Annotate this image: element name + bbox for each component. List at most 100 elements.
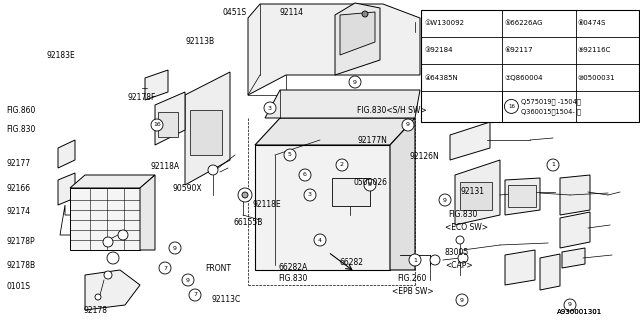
Text: 92166: 92166 — [6, 184, 31, 193]
Text: FRONT: FRONT — [205, 264, 231, 273]
Text: 92178B: 92178B — [6, 261, 36, 270]
Circle shape — [456, 294, 468, 306]
Text: 3: 3 — [268, 106, 272, 110]
Polygon shape — [560, 175, 590, 215]
Text: <ECO SW>: <ECO SW> — [445, 223, 488, 232]
Text: ⑧0474S: ⑧0474S — [578, 20, 606, 26]
Circle shape — [547, 159, 559, 171]
Text: Q360015（1504- ）: Q360015（1504- ） — [522, 108, 581, 115]
Bar — [332, 178, 370, 206]
Text: FIG.830<S/H SW>: FIG.830<S/H SW> — [357, 106, 427, 115]
Text: 9: 9 — [406, 123, 410, 127]
Text: 92126N: 92126N — [410, 152, 439, 161]
Circle shape — [238, 188, 252, 202]
Text: 1: 1 — [413, 258, 417, 262]
Text: 16: 16 — [508, 104, 515, 109]
Circle shape — [304, 189, 316, 201]
Polygon shape — [505, 178, 540, 215]
Polygon shape — [265, 90, 420, 118]
Text: 66282A: 66282A — [278, 263, 308, 272]
Circle shape — [430, 255, 440, 265]
Circle shape — [103, 237, 113, 247]
Circle shape — [208, 165, 218, 175]
Text: ⑥92117: ⑥92117 — [504, 47, 533, 53]
Polygon shape — [562, 248, 585, 268]
Circle shape — [402, 119, 414, 131]
Polygon shape — [58, 140, 75, 168]
Circle shape — [264, 102, 276, 114]
Text: 92113B: 92113B — [186, 37, 215, 46]
Circle shape — [169, 242, 181, 254]
Text: 7: 7 — [193, 292, 197, 298]
Bar — [508, 185, 536, 207]
Text: ③92184: ③92184 — [424, 47, 452, 53]
Text: 3: 3 — [308, 193, 312, 197]
Circle shape — [314, 234, 326, 246]
Circle shape — [284, 149, 296, 161]
Circle shape — [182, 274, 194, 286]
Circle shape — [159, 262, 171, 274]
Text: Q575019（ -1504）: Q575019（ -1504） — [522, 98, 581, 105]
Text: 0451S: 0451S — [223, 8, 247, 17]
Polygon shape — [505, 250, 535, 285]
Polygon shape — [140, 175, 155, 250]
Circle shape — [299, 169, 311, 181]
Text: A930001301: A930001301 — [557, 309, 602, 315]
Circle shape — [118, 230, 128, 240]
Text: ⑨92116C: ⑨92116C — [578, 47, 611, 53]
Text: 92114: 92114 — [280, 8, 304, 17]
Polygon shape — [255, 118, 415, 145]
Text: 92118E: 92118E — [253, 200, 282, 209]
Text: 9: 9 — [173, 245, 177, 251]
Polygon shape — [70, 188, 140, 250]
Circle shape — [107, 252, 119, 264]
Text: ④64385N: ④64385N — [424, 75, 458, 81]
Polygon shape — [455, 160, 500, 225]
Text: 9: 9 — [443, 197, 447, 203]
Text: 66155B: 66155B — [234, 218, 263, 227]
Circle shape — [439, 194, 451, 206]
Circle shape — [362, 11, 368, 17]
Bar — [190, 110, 222, 155]
Text: <CAP>: <CAP> — [445, 261, 472, 270]
Text: 0500026: 0500026 — [353, 178, 387, 187]
Text: ⑤66226AG: ⑤66226AG — [504, 20, 543, 26]
Text: 92178F: 92178F — [128, 93, 156, 102]
Polygon shape — [155, 92, 185, 145]
Text: 92174: 92174 — [6, 207, 31, 216]
Bar — [158, 112, 178, 137]
Circle shape — [409, 254, 421, 266]
Circle shape — [458, 253, 468, 263]
Text: 6: 6 — [303, 172, 307, 178]
Text: ⑩0500031: ⑩0500031 — [578, 75, 616, 81]
Text: 2: 2 — [340, 163, 344, 167]
Polygon shape — [85, 270, 140, 310]
Polygon shape — [390, 118, 415, 270]
Polygon shape — [248, 4, 420, 95]
Text: A930001301: A930001301 — [557, 309, 602, 315]
Text: 92177N: 92177N — [357, 136, 387, 145]
Circle shape — [364, 179, 376, 191]
Polygon shape — [145, 70, 168, 100]
Text: 1: 1 — [551, 163, 555, 167]
Text: 0101S: 0101S — [6, 282, 31, 291]
Polygon shape — [560, 212, 590, 248]
Circle shape — [189, 289, 201, 301]
Polygon shape — [335, 3, 380, 75]
Text: 66282: 66282 — [339, 258, 364, 267]
Circle shape — [336, 159, 348, 171]
Text: FIG.260: FIG.260 — [397, 274, 426, 283]
Text: 9: 9 — [186, 277, 190, 283]
Circle shape — [564, 299, 576, 311]
Circle shape — [349, 76, 361, 88]
Polygon shape — [450, 122, 490, 160]
Text: 92131: 92131 — [461, 188, 485, 196]
Text: 8: 8 — [368, 182, 372, 188]
Text: 90590X: 90590X — [173, 184, 202, 193]
Circle shape — [104, 271, 112, 279]
Text: ⑦Q860004: ⑦Q860004 — [504, 75, 543, 81]
Circle shape — [504, 100, 518, 113]
Text: FIG.860: FIG.860 — [6, 106, 36, 115]
Text: FIG.830: FIG.830 — [6, 125, 36, 134]
Text: 92113C: 92113C — [211, 295, 241, 304]
